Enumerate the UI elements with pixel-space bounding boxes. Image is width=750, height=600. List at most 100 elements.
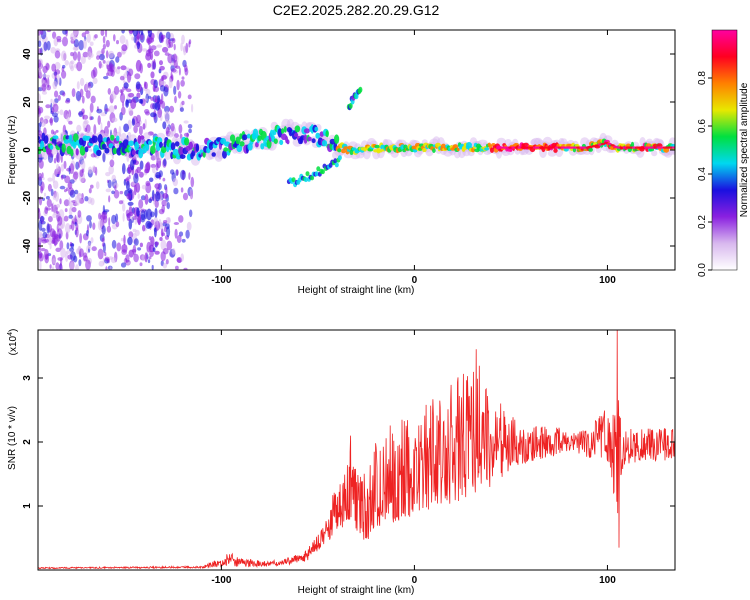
spectral-cell (143, 132, 151, 140)
spectral-cell (102, 60, 106, 64)
spectral-cell (38, 159, 44, 169)
spectral-cell (159, 99, 163, 105)
spectral-cell (45, 104, 51, 109)
spectral-cell (102, 43, 106, 50)
spectral-cell (38, 231, 43, 238)
spectral-cell (153, 50, 160, 57)
spectral-cell (188, 128, 192, 134)
spectral-cell (260, 143, 265, 150)
spectral-cell (61, 143, 66, 153)
spectral-cell (69, 163, 75, 175)
spectral-cell (149, 250, 154, 257)
spectral-cell (631, 146, 637, 149)
spectral-cell (293, 133, 299, 137)
snr-series (38, 330, 675, 570)
spectral-cell (108, 143, 114, 149)
y-tick-label: -40 (22, 238, 33, 253)
spectral-cell (59, 198, 62, 205)
spectral-cell (127, 201, 134, 206)
spectral-cell (283, 126, 287, 133)
spectral-cell (641, 146, 646, 149)
spectral-cell (113, 189, 120, 199)
spectral-cell (242, 134, 248, 141)
spectral-cell (83, 255, 88, 262)
spectral-cell (128, 30, 134, 34)
spectral-cell (38, 208, 41, 220)
spectral-cell (54, 98, 59, 104)
spectral-cell (119, 190, 124, 195)
spectral-cell (136, 41, 140, 50)
spectral-cell (279, 139, 284, 146)
spectral-cell (86, 33, 91, 43)
spectral-cell (61, 50, 67, 62)
spectral-cell (103, 209, 110, 213)
spectral-cell (108, 165, 114, 175)
spectral-cell (116, 40, 119, 45)
spectral-cell (320, 169, 325, 175)
spectral-cell (136, 166, 141, 174)
spectral-cell (104, 30, 108, 38)
spectral-cell (108, 50, 114, 59)
spectral-cell (188, 41, 191, 48)
spectral-cell (114, 185, 117, 191)
spectral-cell (126, 88, 132, 93)
spectral-cell (128, 249, 134, 258)
spectral-cell (105, 188, 112, 193)
spectral-cell (170, 122, 175, 132)
spectral-cell (160, 239, 167, 251)
spectral-cell (57, 257, 64, 261)
spectral-cell (42, 74, 47, 78)
spectral-cell (166, 202, 170, 210)
spectral-cell (377, 149, 383, 153)
spectral-cell (87, 166, 93, 174)
spectral-cell (87, 241, 92, 250)
y-tick-label: 1 (22, 503, 33, 509)
spectral-cell (71, 88, 76, 98)
spectral-cell (52, 80, 58, 90)
spectral-cell (90, 197, 95, 206)
spectral-cell (174, 95, 177, 104)
spectral-cell (46, 84, 51, 91)
spectral-cell (98, 60, 102, 69)
spectral-cell (180, 187, 184, 193)
spectral-cell (135, 59, 142, 72)
spectral-cell (73, 133, 79, 143)
spectral-cell (43, 192, 47, 197)
spectral-cell (84, 196, 89, 202)
spectral-cell (63, 215, 69, 222)
spectral-cell (39, 260, 42, 270)
spectral-cell (115, 221, 120, 228)
spectral-cell (109, 266, 112, 270)
spectral-cell (315, 132, 321, 139)
spectral-cell (178, 67, 181, 76)
spectral-cell (85, 124, 91, 134)
spectral-cell (72, 51, 78, 61)
spectral-cell (109, 159, 115, 168)
spectral-cell (56, 210, 59, 214)
spectral-cell (303, 128, 310, 134)
spectral-cell (179, 133, 183, 140)
spectral-cell (536, 146, 541, 149)
snr-ticks: -100 0 100 1 2 3 (22, 330, 675, 586)
snr-plot-area (38, 330, 675, 570)
spectral-cell (39, 121, 42, 128)
spectral-cell (526, 146, 532, 149)
spectral-cell (173, 187, 179, 195)
x-tick-label: -100 (211, 575, 231, 586)
x-tick-label: -100 (211, 275, 231, 286)
snr-line (38, 330, 675, 570)
spectral-cell (92, 165, 96, 173)
spectral-cell (69, 261, 75, 270)
spectral-cell (160, 228, 164, 237)
spectral-cell (607, 142, 612, 145)
spectral-cell (139, 242, 143, 248)
spectral-cell (52, 266, 54, 270)
spectral-cell (319, 131, 324, 137)
spectral-cell (187, 94, 192, 100)
spectral-cell (43, 119, 47, 126)
spectral-cell (246, 133, 251, 139)
spectral-cell (144, 193, 149, 205)
spectral-cell (662, 146, 668, 149)
spectral-cell (164, 105, 170, 113)
